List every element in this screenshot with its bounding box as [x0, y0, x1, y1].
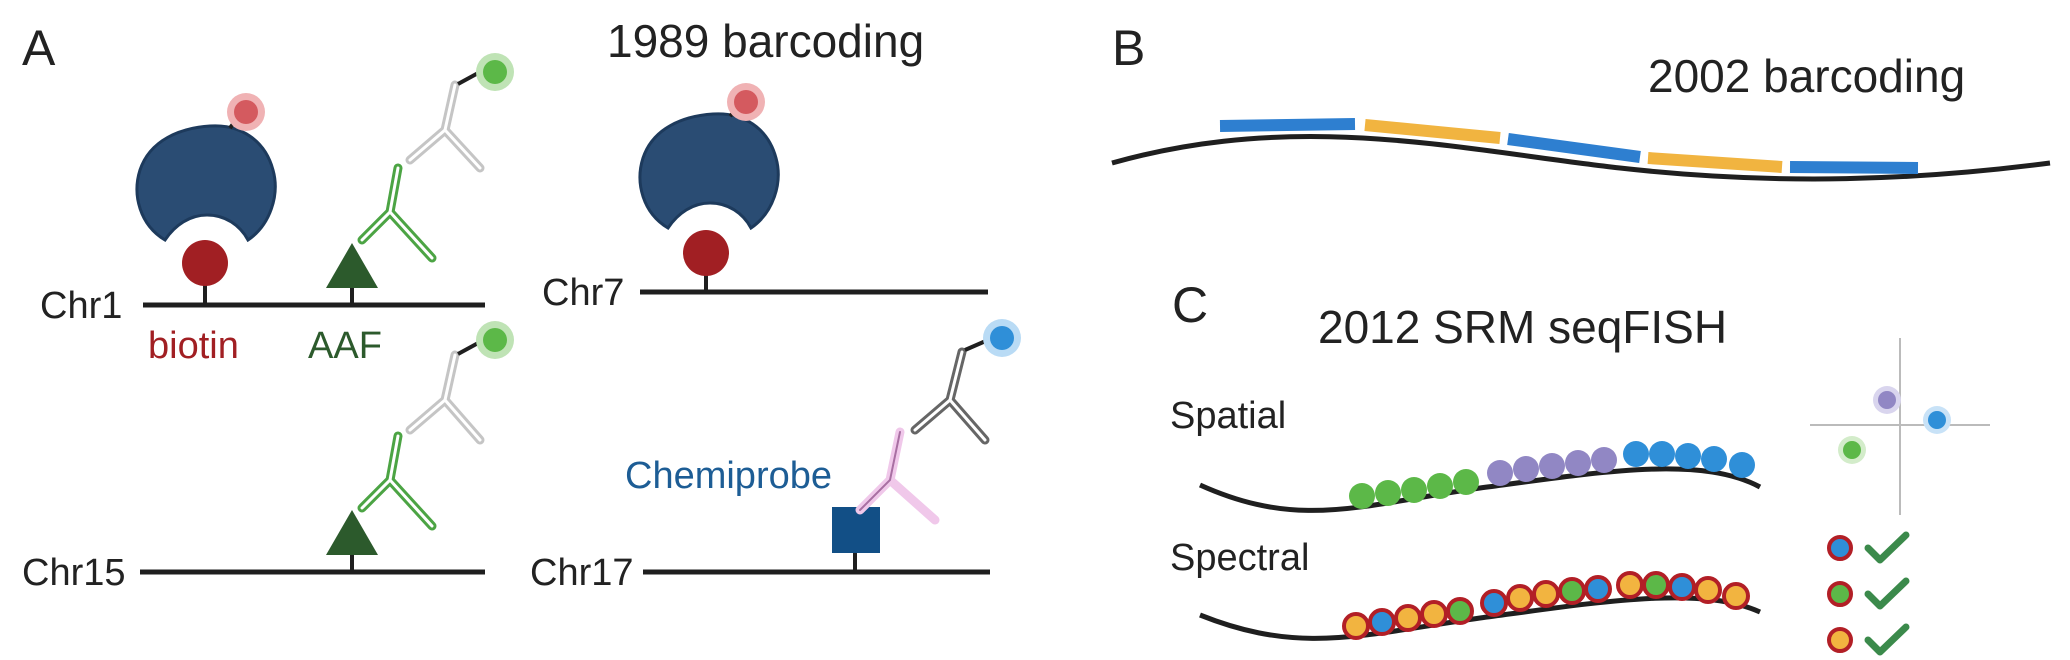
streptavidin-blob-2 [638, 112, 780, 231]
check-dot-orange [1827, 627, 1853, 653]
primary-antibody-pink [855, 427, 940, 525]
chr17-group: Chr17 Chemiprobe [530, 319, 1021, 594]
spatial-dot-blue [1675, 443, 1701, 469]
spectral-dot [1420, 600, 1448, 628]
spectral-dot [1616, 571, 1644, 599]
spectral-dot [1642, 571, 1670, 599]
chr15-group: Chr15 [22, 321, 514, 594]
biotin-ball-2 [683, 230, 729, 276]
panel-b: B 2002 barcoding [1111, 20, 2051, 182]
spatial-dot-purple [1565, 450, 1591, 476]
aaf-triangle-2 [326, 510, 378, 555]
dna-strand-spatial [1198, 466, 1762, 513]
panel-c: C 2012 SRM seqFISH Spatial [1170, 277, 1990, 656]
secondary-antibody-light [405, 80, 485, 173]
fluor-link-green-2 [457, 340, 481, 356]
spatial-dot-purple [1487, 460, 1513, 486]
primary-antibody-green-2 [357, 431, 437, 531]
spatial-dot-blue [1701, 446, 1727, 472]
inset-dot-purple [1878, 391, 1896, 409]
chr7-group: Chr7 [542, 83, 988, 314]
inset-dot-green [1843, 441, 1861, 459]
inset-dot-blue [1928, 411, 1946, 429]
dna-strand-b [1111, 134, 2051, 182]
barcode-segment-2 [1364, 119, 1501, 144]
spatial-dot-blue [1729, 452, 1755, 478]
chemiprobe-label: Chemiprobe [625, 455, 832, 497]
spectral-dot [1558, 577, 1586, 605]
fluor-dot-green-2 [483, 328, 507, 352]
aaf-triangle [326, 243, 378, 288]
fluor-dot-blue [990, 326, 1014, 350]
check-dot-green [1827, 581, 1853, 607]
panel-b-letter: B [1112, 20, 1145, 76]
spectral-dot [1446, 597, 1474, 625]
panel-a-letter: A [22, 20, 56, 76]
spectral-dot [1694, 576, 1722, 604]
spectral-dot [1394, 604, 1422, 632]
panel-c-title: 2012 SRM seqFISH [1318, 301, 1727, 353]
panel-c-letter: C [1172, 277, 1208, 333]
spatial-dot-blue [1623, 441, 1649, 467]
barcode-segment-1 [1219, 118, 1356, 132]
chr1-group: Chr1 biotin [40, 53, 514, 367]
spectral-dot [1532, 580, 1560, 608]
check-dot-blue [1827, 535, 1853, 561]
spatial-dot-green [1427, 473, 1453, 499]
spatial-dot-blue [1649, 441, 1675, 467]
chr17-label: Chr17 [530, 552, 634, 594]
spatial-dot-purple [1591, 447, 1617, 473]
dna-strand-spectral [1199, 595, 1762, 641]
spatial-dot-green [1349, 483, 1375, 509]
barcode-segment-5 [1789, 161, 1919, 174]
panel-b-title: 2002 barcoding [1648, 50, 1965, 102]
streptavidin-blob [135, 124, 277, 243]
spatial-axes-inset [1810, 338, 1990, 515]
spatial-dot-green [1375, 480, 1401, 506]
aaf-label: AAF [308, 325, 382, 367]
primary-antibody-green [357, 163, 437, 263]
spectral-dot [1584, 575, 1612, 603]
fluor-dot-red [234, 100, 258, 124]
biotin-label: biotin [148, 325, 239, 367]
check-mark-icon [1864, 577, 1910, 610]
biotin-ball [182, 240, 228, 286]
spectral-dot [1506, 584, 1534, 612]
spatial-dot-green [1453, 469, 1479, 495]
panel-a: A 1989 barcoding Chr1 biotin [22, 15, 1021, 594]
panel-a-title: 1989 barcoding [607, 15, 924, 67]
secondary-antibody-light-2 [405, 350, 485, 445]
fluor-dot-green-1 [483, 60, 507, 84]
spatial-label: Spatial [1170, 395, 1286, 437]
fluor-dot-red-2 [734, 90, 758, 114]
chr7-label: Chr7 [542, 272, 624, 314]
check-mark-icon [1864, 531, 1910, 564]
spectral-dot [1368, 608, 1396, 636]
spectral-dot [1668, 573, 1696, 601]
spatial-dot-purple [1539, 453, 1565, 479]
barcode-segment-4 [1647, 152, 1783, 173]
spatial-dot-purple [1513, 456, 1539, 482]
spectral-dot [1722, 582, 1750, 610]
secondary-antibody-dark [910, 347, 990, 445]
spectral-checklist [1827, 531, 1910, 656]
spectral-label: Spectral [1170, 537, 1309, 579]
barcode-segment-3 [1507, 133, 1641, 163]
chr1-label: Chr1 [40, 285, 122, 327]
spectral-dots [1342, 571, 1750, 640]
spatial-dot-green [1401, 477, 1427, 503]
chr15-label: Chr15 [22, 552, 126, 594]
spectral-dot [1342, 612, 1370, 640]
check-mark-icon [1864, 623, 1910, 656]
barcode-segments [1219, 118, 1919, 174]
chemiprobe-box [832, 507, 880, 553]
spectral-dot [1480, 589, 1508, 617]
spatial-dots [1349, 441, 1755, 509]
